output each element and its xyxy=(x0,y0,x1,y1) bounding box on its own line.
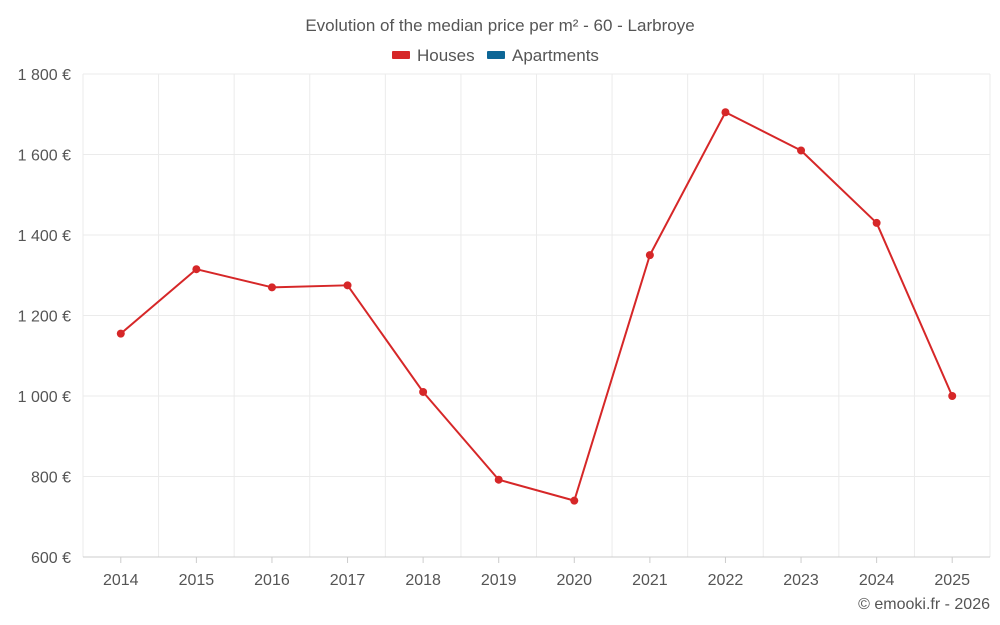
series-group xyxy=(116,108,957,505)
grid xyxy=(82,73,991,558)
chart-title: Evolution of the median price per m² - 6… xyxy=(305,16,694,35)
data-point-2018[interactable] xyxy=(419,387,428,396)
y-tick-label: 1 400 € xyxy=(18,228,71,245)
data-point-2015[interactable] xyxy=(192,265,201,274)
y-tick-label: 1 000 € xyxy=(18,389,71,406)
x-tick-label: 2018 xyxy=(405,572,441,589)
data-point-2024[interactable] xyxy=(872,218,881,227)
x-tick-label: 2016 xyxy=(254,572,290,589)
legend: Houses Apartments xyxy=(392,46,599,65)
data-point-2022[interactable] xyxy=(721,108,730,117)
data-point-2025[interactable] xyxy=(948,392,957,400)
x-tick-label: 2015 xyxy=(179,572,215,589)
x-tick-label: 2014 xyxy=(103,572,139,589)
x-tick-label: 2020 xyxy=(556,572,592,589)
data-point-2019[interactable] xyxy=(494,475,503,484)
legend-label-houses[interactable]: Houses xyxy=(417,46,475,65)
x-tick-label: 2021 xyxy=(632,572,668,589)
x-tick-label: 2024 xyxy=(859,572,895,589)
x-axis: 2014 2015 2016 2017 2018 2019 2020 2021 2022 2023… xyxy=(103,557,970,589)
x-tick-label: 2017 xyxy=(330,572,366,589)
credit-text: © emooki.fr - 2026 xyxy=(858,596,990,613)
y-axis: 600 € 800 € 1 000 € 1 200 € 1 400 € 1 600 € 1 … xyxy=(18,67,71,567)
legend-swatch-apartments[interactable] xyxy=(487,51,505,59)
y-tick-label: 800 € xyxy=(31,470,71,487)
series-line-houses xyxy=(120,111,954,502)
data-point-2014[interactable] xyxy=(116,329,125,338)
data-point-2023[interactable] xyxy=(797,146,806,155)
x-tick-label: 2019 xyxy=(481,572,517,589)
legend-swatch-houses[interactable] xyxy=(392,51,410,59)
y-tick-label: 1 800 € xyxy=(18,67,71,84)
x-tick-label: 2022 xyxy=(708,572,744,589)
x-tick-label: 2023 xyxy=(783,572,819,589)
y-tick-label: 1 200 € xyxy=(18,309,71,326)
data-point-2020[interactable] xyxy=(570,496,579,505)
data-point-2017[interactable] xyxy=(343,281,352,290)
x-tick-label: 2025 xyxy=(934,572,970,589)
y-tick-label: 1 600 € xyxy=(18,148,71,165)
legend-label-apartments[interactable]: Apartments xyxy=(512,46,599,65)
data-point-2016[interactable] xyxy=(267,283,276,292)
y-tick-label: 600 € xyxy=(31,550,71,567)
data-point-2021[interactable] xyxy=(645,251,654,260)
